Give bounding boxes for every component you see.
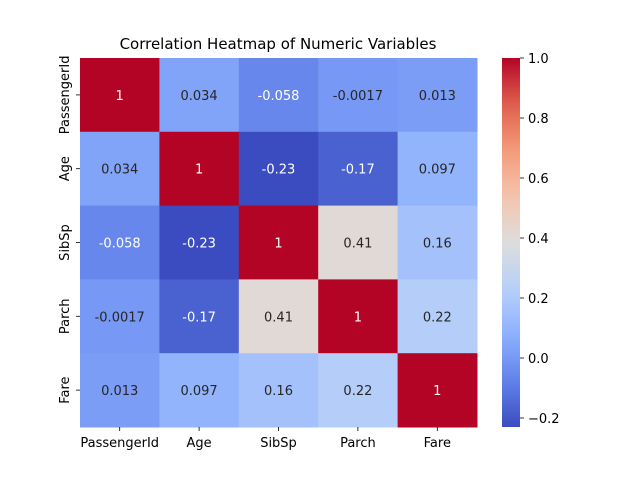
cell-annotation-3-2: 0.41	[264, 310, 293, 325]
cell-annotation-0-3: -0.0017	[333, 89, 383, 104]
x-tick-label-fare: Fare	[424, 436, 451, 451]
y-tick-label-passengerid: PassengerId	[58, 56, 73, 135]
heatmap-cell-1-1	[159, 131, 240, 207]
cell-annotation-4-2: 0.16	[264, 384, 293, 399]
colorbar-tick-label: 0.0	[528, 352, 549, 367]
colorbar-tick-label: 1.0	[528, 52, 549, 67]
heatmap-cell-2-1	[159, 205, 240, 280]
cell-annotation-1-0: 0.034	[101, 163, 138, 178]
heatmap-cell-0-0	[80, 58, 160, 133]
heatmap-cell-1-4	[397, 131, 478, 207]
cell-annotation-1-1: 1	[195, 163, 203, 178]
heatmap-cells	[80, 58, 478, 428]
heatmap-cell-3-1	[159, 279, 240, 354]
heatmap-annotations: 1 0.034 -0.058 -0.0017 0.013 0.034 1 -0.23 -0.17…	[95, 89, 456, 399]
cell-annotation-1-2: -0.23	[262, 163, 296, 178]
y-tick-label-age: Age	[58, 156, 73, 181]
heatmap-cell-0-4	[397, 58, 478, 133]
heatmap-cell-4-2	[238, 353, 319, 428]
heatmap-cell-2-2	[238, 205, 319, 280]
x-tick-label-sibsp: SibSp	[260, 436, 297, 451]
cell-annotation-1-4: 0.097	[419, 163, 456, 178]
y-axis: PassengerId Age SibSp Parch Fare	[58, 56, 80, 404]
cell-annotation-0-0: 1	[116, 89, 124, 104]
heatmap-cell-4-0	[80, 353, 160, 428]
y-tick-label-sibsp: SibSp	[58, 224, 73, 261]
cell-annotation-2-3: 0.41	[343, 237, 372, 252]
y-tick-label-fare: Fare	[58, 376, 73, 403]
cell-annotation-2-1: -0.23	[182, 237, 216, 252]
colorbar-tick-label: 0.6	[528, 172, 549, 187]
heatmap-cell-3-3	[318, 279, 399, 354]
x-axis: PassengerId Age SibSp Parch Fare	[80, 427, 451, 451]
cell-annotation-4-1: 0.097	[180, 384, 217, 399]
x-tick-label-passengerid: PassengerId	[80, 436, 159, 451]
y-tick-label-parch: Parch	[58, 298, 73, 334]
colorbar-tick-label: 0.4	[528, 232, 549, 247]
heatmap-cell-1-0	[80, 131, 160, 207]
heatmap-cell-0-1	[159, 58, 240, 133]
x-tick-label-age: Age	[187, 436, 212, 451]
cell-annotation-1-3: -0.17	[341, 163, 375, 178]
heatmap-cell-0-3	[318, 58, 399, 133]
colorbar-tick-label: 0.8	[528, 112, 549, 127]
colorbar-gradient	[502, 58, 520, 427]
heatmap-cell-3-4	[397, 279, 478, 354]
heatmap-cell-1-2	[238, 131, 319, 207]
heatmap-cell-3-2	[238, 279, 319, 354]
heatmap-cell-0-2	[238, 58, 319, 133]
cell-annotation-4-3: 0.22	[343, 384, 372, 399]
cell-annotation-2-2: 1	[274, 237, 282, 252]
heatmap-cell-2-4	[397, 205, 478, 280]
cell-annotation-3-4: 0.22	[423, 310, 452, 325]
cell-annotation-3-3: 1	[354, 310, 362, 325]
cell-annotation-0-2: -0.058	[258, 89, 300, 104]
heatmap-cell-3-0	[80, 279, 160, 354]
heatmap-cell-4-1	[159, 353, 240, 428]
cell-annotation-2-0: -0.058	[99, 237, 141, 252]
heatmap-cell-4-4	[397, 353, 478, 428]
cell-annotation-3-0: -0.0017	[95, 310, 145, 325]
colorbar-tick-label: −0.2	[528, 412, 560, 427]
heatmap-cell-1-3	[318, 131, 399, 207]
cell-annotation-2-4: 0.16	[423, 237, 452, 252]
cell-annotation-4-4: 1	[433, 384, 441, 399]
chart-title: Correlation Heatmap of Numeric Variables	[120, 35, 437, 53]
heatmap-cell-2-0	[80, 205, 160, 280]
heatmap-cell-2-3	[318, 205, 399, 280]
x-tick-label-parch: Parch	[340, 436, 376, 451]
cell-annotation-4-0: 0.013	[101, 384, 138, 399]
cell-annotation-0-1: 0.034	[180, 89, 217, 104]
colorbar: −0.2 0.0 0.2 0.4 0.6 0.8 1.0	[502, 52, 560, 427]
cell-annotation-0-4: 0.013	[419, 89, 456, 104]
colorbar-tick-label: 0.2	[528, 292, 549, 307]
cell-annotation-3-1: -0.17	[182, 310, 216, 325]
heatmap-cell-4-3	[318, 353, 399, 428]
